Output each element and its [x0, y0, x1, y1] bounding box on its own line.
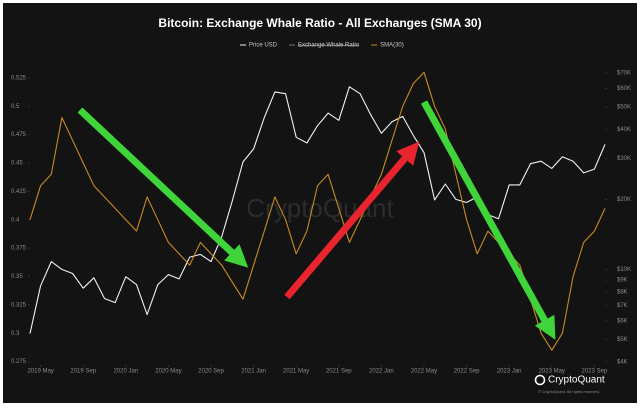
legend: Price USD Exchange Whale Ratio SMA(30) [240, 43, 404, 49]
x-tick-label: 2021 May [283, 369, 309, 375]
chart-title: Bitcoin: Exchange Whale Ratio - All Exch… [158, 16, 481, 30]
y2-tick-label: $30K [617, 156, 631, 162]
y-tick-label: 0.275 [11, 359, 27, 365]
y2-tick-label: $20K [617, 197, 631, 203]
chart-background [3, 3, 637, 403]
y-tick-label: 0.35 [11, 274, 23, 280]
green-arrow [77, 107, 249, 268]
y-tick-label: 0.5 [11, 104, 20, 110]
y2-tick-label: $60K [617, 86, 631, 92]
x-tick-label: 2020 Jan [113, 369, 138, 375]
y2-tick-label: $50K [617, 104, 631, 110]
x-tick-label: 2019 May [27, 369, 53, 375]
y2-tick-label: $8K [617, 290, 628, 296]
y-tick-label: 0.325 [11, 302, 27, 308]
x-tick-label: 2021 Sep [326, 369, 352, 375]
x-tick-label: 2021 Jan [241, 369, 266, 375]
copyright: © CryptoQuant. All rights reserved. [538, 389, 600, 394]
x-tick-label: 2019 Sep [70, 369, 96, 375]
logo-text: CryptoQuant [548, 375, 605, 386]
y-tick-label: 0.475 [11, 132, 27, 138]
y2-tick-label: $4K [617, 360, 628, 366]
y-tick-label: 0.3 [11, 331, 20, 337]
x-tick-label: 2020 May [155, 369, 181, 375]
y-tick-label: 0.525 [11, 75, 27, 81]
x-tick-label: 2023 Sep [582, 369, 608, 375]
y2-tick-label: $7K [617, 303, 628, 309]
x-tick-label: 2022 Sep [454, 369, 480, 375]
legend-label: Exchange Whale Ratio [298, 43, 360, 49]
y2-tick-label: $6K [617, 319, 628, 325]
x-tick-label: 2022 Jan [369, 369, 394, 375]
x-tick-label: 2023 Jan [497, 369, 522, 375]
x-tick-label: 2020 Sep [198, 369, 224, 375]
annotation-arrows [77, 100, 556, 340]
legend-label: Price USD [249, 43, 278, 49]
green-arrow [420, 100, 556, 340]
y-tick-label: 0.425 [11, 189, 27, 195]
y-tick-label: 0.45 [11, 161, 23, 167]
y-tick-label: 0.375 [11, 246, 27, 252]
y2-tick-label: $70K [617, 71, 631, 77]
y2-tick-label: $9K [617, 278, 628, 284]
red-arrow [284, 141, 420, 300]
y2-tick-label: $40K [617, 127, 631, 133]
y2-tick-label: $10K [617, 267, 631, 273]
x-tick-label: 2023 May [539, 369, 565, 375]
logo-icon [534, 374, 546, 386]
y2-tick-label: $5K [617, 337, 628, 343]
series-line [29, 86, 606, 334]
y-tick-label: 0.4 [11, 217, 20, 223]
legend-label: SMA(30) [380, 43, 404, 49]
logo: CryptoQuant © CryptoQuant. All rights re… [534, 374, 605, 394]
x-tick-label: 2022 May [411, 369, 437, 375]
